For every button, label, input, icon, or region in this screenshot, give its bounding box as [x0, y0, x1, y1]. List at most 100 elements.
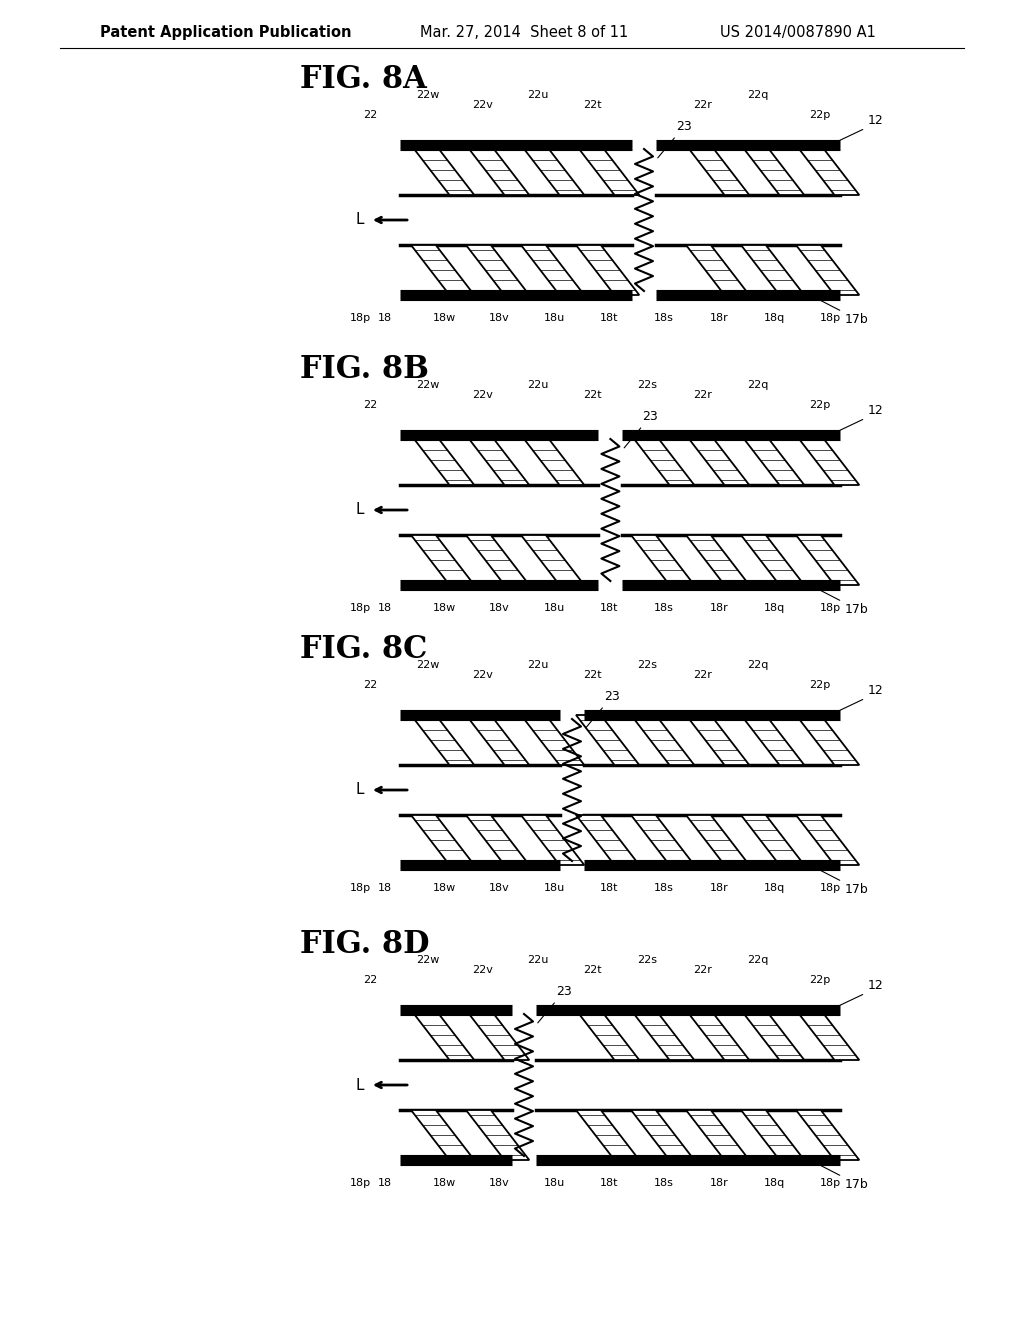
Polygon shape [796, 535, 859, 585]
Text: Mar. 27, 2014  Sheet 8 of 11: Mar. 27, 2014 Sheet 8 of 11 [420, 25, 629, 40]
Text: 18w: 18w [432, 883, 456, 894]
Polygon shape [466, 436, 529, 484]
Polygon shape [411, 436, 474, 484]
Text: 18: 18 [378, 313, 392, 323]
Polygon shape [521, 535, 585, 585]
Text: 18t: 18t [600, 883, 618, 894]
Polygon shape [575, 246, 639, 294]
Text: 22q: 22q [746, 380, 768, 389]
Polygon shape [796, 1010, 859, 1060]
Text: 18u: 18u [544, 313, 564, 323]
Text: 22p: 22p [809, 680, 830, 690]
Text: 22p: 22p [809, 975, 830, 985]
Text: 18v: 18v [488, 1177, 509, 1188]
Polygon shape [466, 246, 529, 294]
Text: 18u: 18u [544, 603, 564, 612]
Polygon shape [631, 535, 694, 585]
Polygon shape [466, 535, 529, 585]
Text: 18p: 18p [819, 883, 841, 894]
Text: 22p: 22p [809, 400, 830, 411]
Text: 18s: 18s [654, 603, 674, 612]
Text: 18w: 18w [432, 603, 456, 612]
Polygon shape [466, 715, 529, 766]
Text: 22u: 22u [526, 380, 548, 389]
Polygon shape [741, 715, 804, 766]
Text: 22t: 22t [584, 965, 602, 975]
Text: 23: 23 [538, 985, 571, 1023]
Text: 18w: 18w [432, 1177, 456, 1188]
Text: 22r: 22r [693, 100, 712, 110]
Text: 23: 23 [586, 690, 620, 727]
Text: 23: 23 [625, 411, 658, 447]
Polygon shape [411, 814, 474, 865]
Polygon shape [575, 1110, 639, 1160]
Polygon shape [411, 145, 474, 195]
Polygon shape [796, 145, 859, 195]
Text: 22u: 22u [526, 954, 548, 965]
Text: 22w: 22w [416, 90, 439, 100]
Polygon shape [741, 246, 804, 294]
Text: 12: 12 [833, 684, 884, 714]
Text: 22s: 22s [638, 660, 657, 671]
Text: 18p: 18p [819, 1177, 841, 1188]
Text: 23: 23 [657, 120, 692, 158]
Text: 17b: 17b [812, 1162, 868, 1191]
Text: 22w: 22w [416, 380, 439, 389]
Text: 22w: 22w [416, 660, 439, 671]
Text: 18: 18 [378, 1177, 392, 1188]
Polygon shape [631, 715, 694, 766]
Text: Patent Application Publication: Patent Application Publication [100, 25, 351, 40]
Text: 22: 22 [362, 110, 377, 120]
Text: 18r: 18r [710, 883, 728, 894]
Polygon shape [631, 1010, 694, 1060]
Text: 22r: 22r [693, 671, 712, 680]
Text: FIG. 8B: FIG. 8B [300, 354, 429, 385]
Text: 18p: 18p [819, 313, 841, 323]
Polygon shape [686, 535, 750, 585]
Text: 18p: 18p [349, 313, 371, 323]
Polygon shape [575, 145, 639, 195]
Polygon shape [575, 814, 639, 865]
Text: 18v: 18v [488, 603, 509, 612]
Polygon shape [686, 246, 750, 294]
Text: 22v: 22v [472, 965, 493, 975]
Text: 18: 18 [378, 883, 392, 894]
Text: 22r: 22r [693, 965, 712, 975]
Text: 18q: 18q [763, 603, 784, 612]
Text: FIG. 8A: FIG. 8A [300, 63, 427, 95]
Text: 18u: 18u [544, 883, 564, 894]
Text: 17b: 17b [812, 586, 868, 616]
Text: 22p: 22p [809, 110, 830, 120]
Polygon shape [686, 145, 750, 195]
Polygon shape [796, 436, 859, 484]
Text: US 2014/0087890 A1: US 2014/0087890 A1 [720, 25, 876, 40]
Text: 18: 18 [378, 603, 392, 612]
Polygon shape [796, 246, 859, 294]
Text: 18s: 18s [654, 883, 674, 894]
Text: FIG. 8D: FIG. 8D [300, 929, 429, 960]
Text: 18s: 18s [654, 1177, 674, 1188]
Text: 22: 22 [362, 680, 377, 690]
Polygon shape [575, 1010, 639, 1060]
Text: 22t: 22t [584, 671, 602, 680]
Polygon shape [521, 145, 585, 195]
Text: 22: 22 [362, 975, 377, 985]
Polygon shape [466, 145, 529, 195]
Text: 17b: 17b [812, 866, 868, 896]
Text: 18q: 18q [763, 883, 784, 894]
Polygon shape [411, 535, 474, 585]
Text: 18q: 18q [763, 313, 784, 323]
Polygon shape [466, 814, 529, 865]
Text: 22: 22 [362, 400, 377, 411]
Text: 22v: 22v [472, 100, 493, 110]
Text: 22w: 22w [416, 954, 439, 965]
Polygon shape [686, 715, 750, 766]
Text: 22t: 22t [584, 100, 602, 110]
Text: 22t: 22t [584, 389, 602, 400]
Text: FIG. 8C: FIG. 8C [300, 634, 427, 665]
Polygon shape [686, 814, 750, 865]
Polygon shape [796, 1110, 859, 1160]
Polygon shape [521, 436, 585, 484]
Polygon shape [686, 436, 750, 484]
Text: 18v: 18v [488, 883, 509, 894]
